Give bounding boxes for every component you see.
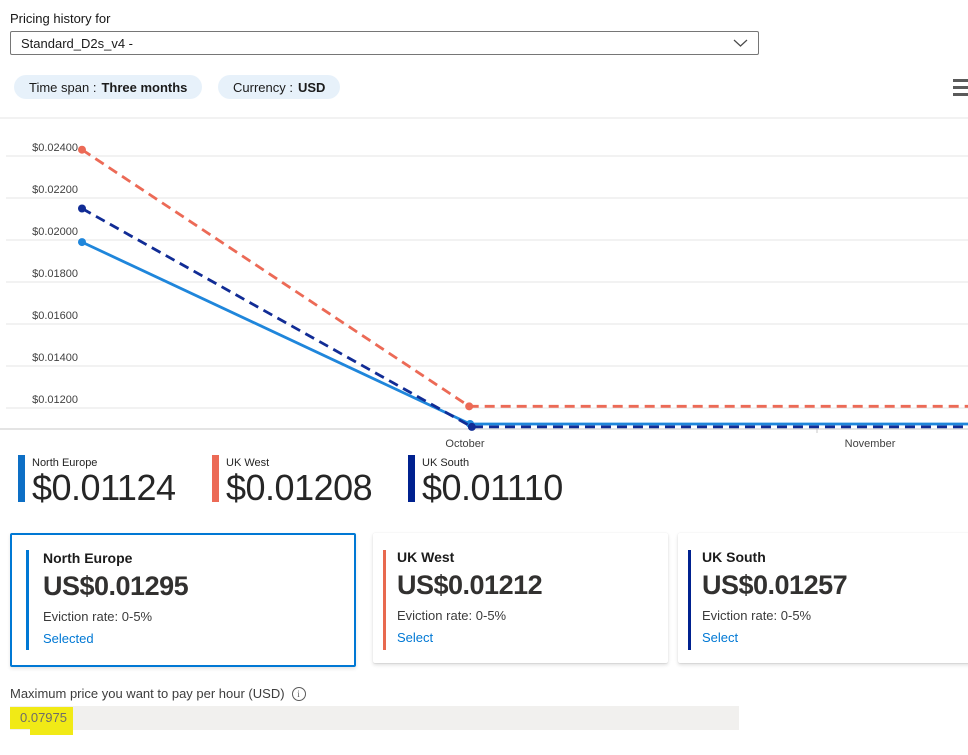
card-eviction-rate: Eviction rate: 0-5% (397, 608, 507, 623)
card-accent-bar (688, 550, 691, 650)
vm-size-value: Standard_D2s_v4 - (21, 35, 134, 51)
info-icon[interactable]: i (291, 686, 306, 701)
vm-size-select[interactable]: Standard_D2s_v4 - (10, 31, 759, 55)
svg-text:November: November (845, 438, 896, 450)
find-highlight-tail (30, 729, 73, 735)
card-region-name: UK West (397, 549, 455, 565)
hamburger-icon[interactable] (953, 79, 968, 100)
card-price: US$0.01257 (702, 570, 848, 600)
legend-value: $0.01208 (226, 467, 373, 508)
pricing-history-chart: $0.02400 $0.02200 $0.02000 $0.01800 $0.01600… (0, 117, 968, 450)
legend-item-north-europe: North Europe $0.01124 (18, 455, 176, 508)
card-eviction-rate: Eviction rate: 0-5% (702, 608, 812, 623)
currency-pill[interactable]: Currency : USD (218, 75, 341, 99)
legend-item-uk-west: UK West $0.01208 (212, 455, 373, 508)
card-select-link[interactable]: Select (702, 630, 739, 645)
svg-text:$0.01800: $0.01800 (32, 268, 78, 280)
svg-text:$0.02400: $0.02400 (32, 142, 78, 154)
legend-swatch-north-europe (18, 455, 25, 502)
card-accent-bar (26, 550, 29, 650)
legend-item-uk-south: UK South $0.01110 (408, 455, 563, 506)
svg-text:$0.01200: $0.01200 (32, 394, 78, 406)
card-select-link[interactable]: Select (397, 630, 434, 645)
svg-text:$0.02000: $0.02000 (32, 226, 78, 238)
legend-value: $0.01110 (422, 467, 563, 508)
legend-name: UK West (226, 457, 270, 469)
max-price-value: 0.07975 (20, 710, 67, 725)
chevron-down-icon (733, 34, 748, 52)
time-span-pill[interactable]: Time span : Three months (14, 75, 203, 99)
max-price-label-row: Maximum price you want to pay per hour (… (10, 686, 306, 701)
currency-label: Currency : (233, 79, 293, 95)
svg-text:October: October (445, 438, 484, 450)
legend-swatch-uk-west (212, 455, 219, 502)
card-selected-link[interactable]: Selected (43, 631, 94, 646)
region-card-north-europe[interactable]: North Europe US$0.01295 Eviction rate: 0… (10, 533, 356, 667)
region-card-uk-south[interactable]: UK South US$0.01257 Eviction rate: 0-5% … (678, 533, 968, 663)
region-card-uk-west[interactable]: UK West US$0.01212 Eviction rate: 0-5% S… (373, 533, 668, 663)
find-highlight (10, 707, 73, 729)
max-price-input[interactable]: 0.07975 (10, 706, 739, 735)
svg-text:$0.01400: $0.01400 (32, 352, 78, 364)
currency-value: USD (297, 79, 326, 95)
card-region-name: North Europe (43, 550, 133, 566)
pricing-history-label: Pricing history for (10, 11, 111, 26)
legend-name: North Europe (32, 457, 98, 469)
card-price: US$0.01212 (397, 570, 543, 600)
card-region-name: UK South (702, 549, 766, 565)
time-span-label: Time span : (29, 79, 97, 95)
svg-text:$0.01600: $0.01600 (32, 310, 78, 322)
card-eviction-rate: Eviction rate: 0-5% (43, 609, 153, 624)
legend-swatch-uk-south (408, 455, 415, 502)
legend-name: UK South (422, 457, 470, 469)
card-price: US$0.01295 (43, 571, 189, 601)
time-span-value: Three months (101, 79, 188, 95)
svg-text:$0.02200: $0.02200 (32, 184, 78, 196)
legend-value: $0.01124 (32, 467, 176, 508)
card-accent-bar (383, 550, 386, 650)
max-price-label: Maximum price you want to pay per hour (… (10, 686, 285, 701)
